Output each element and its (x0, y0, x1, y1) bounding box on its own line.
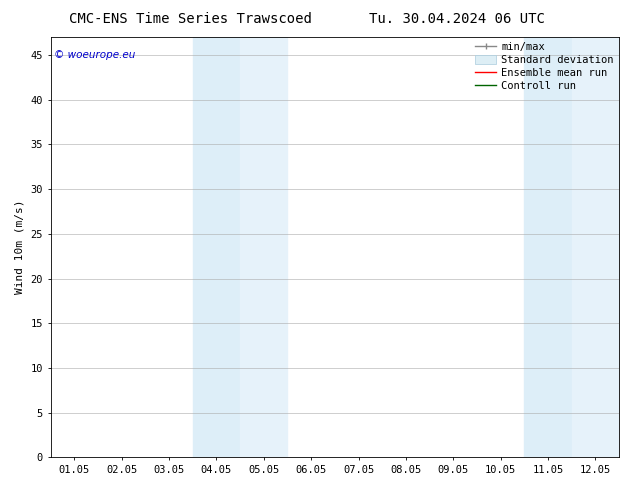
Text: Tu. 30.04.2024 06 UTC: Tu. 30.04.2024 06 UTC (368, 12, 545, 26)
Bar (524, 37, 572, 457)
Legend: min/max, Standard deviation, Ensemble mean run, Controll run: min/max, Standard deviation, Ensemble me… (473, 40, 616, 93)
Y-axis label: Wind 10m (m/s): Wind 10m (m/s) (15, 200, 25, 294)
Text: CMC-ENS Time Series Trawscoed: CMC-ENS Time Series Trawscoed (68, 12, 312, 26)
Bar (572, 37, 619, 457)
Bar (193, 37, 240, 457)
Text: © woeurope.eu: © woeurope.eu (53, 49, 135, 60)
Bar (240, 37, 287, 457)
